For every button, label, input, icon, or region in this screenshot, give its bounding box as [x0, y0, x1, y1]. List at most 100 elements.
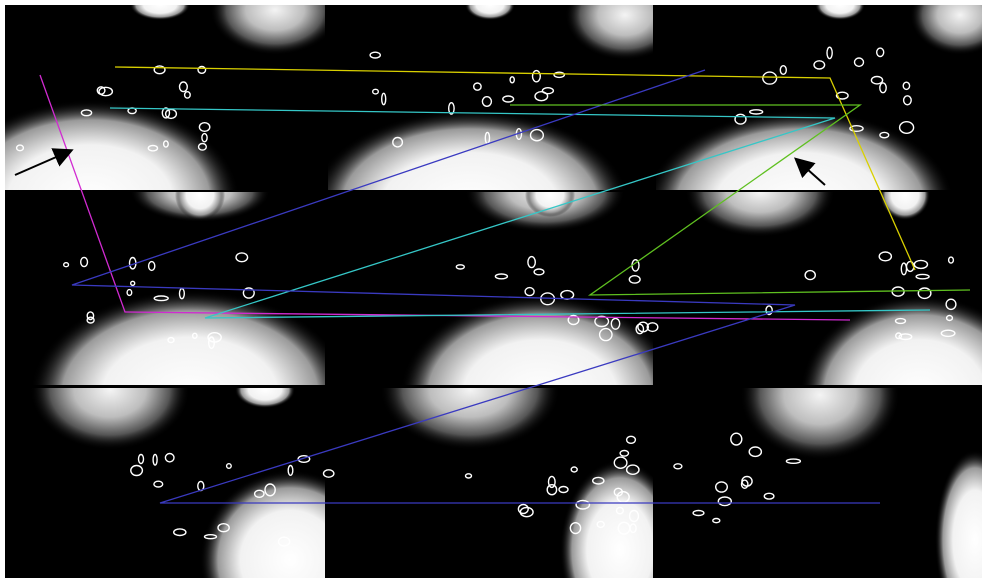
contour: [598, 327, 613, 342]
contour: [153, 295, 169, 302]
contour: [162, 140, 169, 148]
contour: [765, 305, 773, 316]
contour: [900, 262, 908, 276]
contour: [763, 492, 775, 500]
contour: [167, 336, 175, 344]
contour: [917, 287, 932, 300]
contour: [940, 329, 956, 338]
contour: [853, 57, 865, 68]
contour: [527, 255, 536, 269]
contour: [96, 86, 106, 95]
contour: [629, 523, 637, 534]
contour: [519, 506, 534, 518]
contour: [235, 252, 249, 263]
contour: [517, 503, 529, 515]
contour: [610, 317, 621, 330]
contour: [813, 60, 826, 70]
contour: [533, 268, 545, 276]
contour: [529, 128, 545, 142]
contour: [494, 273, 509, 280]
contour: [79, 256, 89, 268]
contour: [524, 286, 535, 297]
contour: [546, 484, 558, 496]
contour: [152, 453, 158, 466]
contour: [147, 144, 159, 152]
contour: [126, 288, 133, 297]
contour: [915, 273, 930, 280]
contour: [392, 136, 404, 148]
contour: [592, 476, 605, 485]
contour: [613, 487, 623, 497]
contour: [62, 262, 70, 268]
contour: [277, 536, 291, 547]
contour: [628, 274, 641, 284]
contour: [717, 496, 732, 507]
contour: [628, 509, 640, 523]
contour: [253, 489, 265, 498]
contour: [619, 449, 630, 457]
contour: [322, 469, 335, 478]
contour: [879, 131, 890, 139]
contour: [826, 46, 833, 60]
contour: [381, 92, 387, 106]
contour: [242, 287, 255, 299]
contour: [715, 481, 729, 493]
panel-row-1: [5, 5, 982, 190]
panel-row-3: [30, 388, 982, 578]
contour: [849, 124, 864, 132]
contour: [447, 102, 455, 115]
contour: [615, 506, 625, 515]
arrow: [14, 148, 74, 176]
contour: [779, 64, 787, 75]
contour: [164, 452, 175, 463]
contour: [596, 520, 605, 529]
contour: [509, 76, 516, 84]
contour: [147, 260, 156, 272]
contour: [785, 458, 802, 465]
contour: [567, 314, 580, 326]
contour: [894, 332, 903, 340]
contour: [740, 479, 749, 490]
contour: [464, 473, 473, 479]
contour: [502, 95, 515, 103]
contour: [130, 464, 144, 477]
contour: [198, 121, 211, 132]
track-cyan: [109, 107, 931, 319]
contour: [287, 464, 294, 477]
contour: [183, 91, 191, 99]
contour: [712, 517, 721, 524]
arrow: [794, 157, 826, 186]
contour: [945, 298, 957, 311]
contour: [547, 475, 556, 489]
contour: [762, 71, 778, 85]
contour: [898, 333, 913, 341]
contour: [646, 322, 659, 333]
contour: [730, 432, 743, 446]
contour: [129, 280, 136, 286]
contour: [472, 82, 482, 91]
contour: [15, 144, 25, 152]
contour: [553, 71, 566, 79]
contour: [481, 95, 493, 107]
contour: [172, 528, 187, 537]
contour: [86, 316, 95, 324]
contour: [625, 435, 637, 444]
contour: [594, 315, 610, 328]
contour: [534, 90, 549, 102]
track-yellow: [114, 66, 916, 271]
contour: [625, 464, 640, 476]
contour: [369, 51, 382, 59]
contour: [570, 466, 578, 473]
contour: [225, 463, 232, 470]
contour: [613, 456, 628, 470]
contour: [197, 142, 208, 151]
contour: [161, 107, 171, 119]
contour: [879, 82, 887, 94]
contour: [207, 336, 215, 350]
contour: [569, 521, 582, 535]
contour: [945, 314, 954, 322]
contour: [197, 65, 207, 75]
contour: [902, 81, 911, 91]
